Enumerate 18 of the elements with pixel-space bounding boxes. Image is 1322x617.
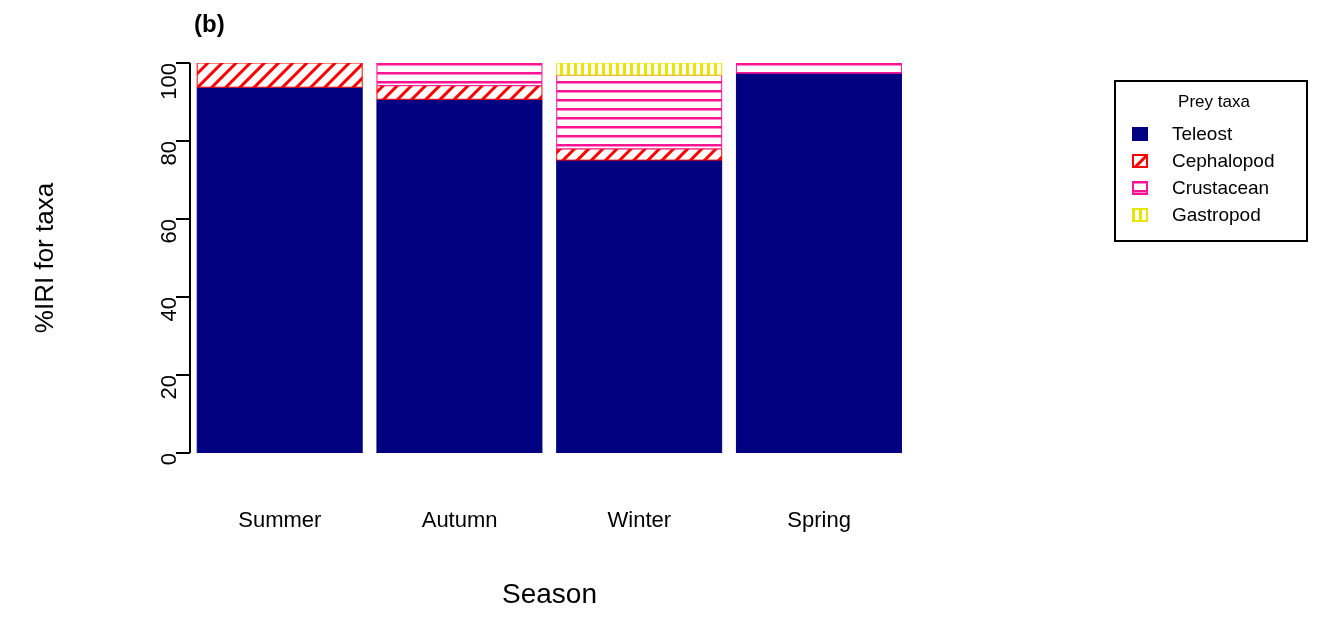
x-tick-label: Winter	[607, 506, 672, 532]
legend-label: Teleost	[1172, 122, 1233, 145]
x-tick-label: Autumn	[421, 506, 498, 532]
legend-label: Cephalopod	[1172, 149, 1275, 172]
y-tick-label: 40	[155, 297, 181, 322]
legend-label: Gastropod	[1172, 203, 1261, 226]
y-axis-title: %IRI for taxa	[29, 182, 60, 334]
x-tick-label: Spring	[787, 506, 851, 532]
y-tick-label: 0	[155, 453, 181, 466]
legend-label: Crustacean	[1172, 176, 1270, 199]
y-tick-label: 100	[155, 63, 181, 100]
y-tick-label: 20	[155, 375, 181, 400]
y-tick-label: 60	[155, 219, 181, 244]
y-tick-label: 80	[155, 141, 181, 166]
chart-title: (b)	[194, 10, 225, 38]
legend-title: Prey taxa	[1177, 92, 1251, 112]
x-tick-label: Summer	[238, 506, 322, 532]
x-axis-title: Season	[502, 578, 597, 609]
